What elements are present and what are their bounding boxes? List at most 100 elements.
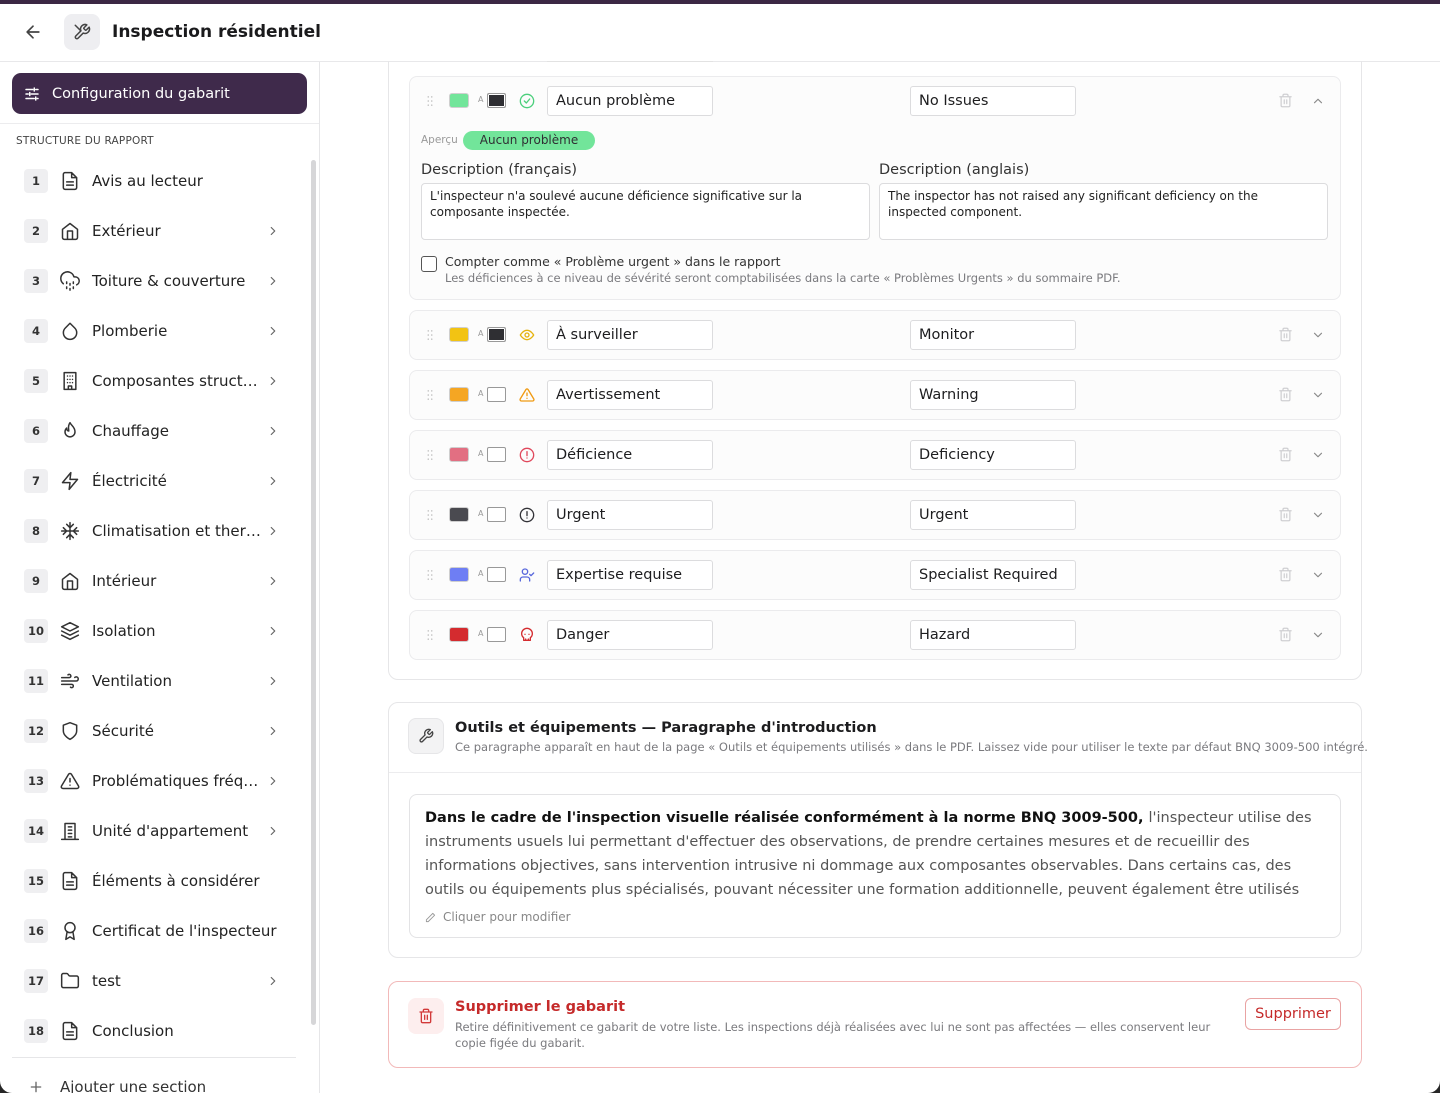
icon-shape xyxy=(1279,387,1292,402)
section-number: 6 xyxy=(24,419,48,443)
severity-color[interactable] xyxy=(449,327,469,342)
section-label[interactable]: Extérieur xyxy=(92,222,161,240)
section-label[interactable]: Certificat de l'inspecteur xyxy=(92,922,277,940)
section-label[interactable]: Climatisation et ther… xyxy=(92,522,261,540)
text-color[interactable] xyxy=(487,93,506,108)
icon-shape xyxy=(61,572,79,591)
icon-shape xyxy=(519,507,535,523)
icon-shape xyxy=(1279,507,1292,522)
section-label[interactable]: Éléments à considérer xyxy=(92,872,260,890)
severity-color[interactable] xyxy=(449,507,469,522)
icon-shape xyxy=(25,87,39,101)
section-icon xyxy=(60,673,80,689)
label-fr[interactable]: Déficience xyxy=(547,440,713,470)
tools-text-box[interactable] xyxy=(409,794,1341,938)
delete-level xyxy=(1279,507,1292,522)
icon-shape xyxy=(427,450,433,460)
urgent-checkbox[interactable] xyxy=(421,256,437,272)
text-color[interactable] xyxy=(487,447,506,462)
icon-shape xyxy=(60,621,80,641)
toggle-level xyxy=(1313,512,1323,518)
label-en[interactable]: Monitor xyxy=(910,320,1076,350)
icon-shape xyxy=(1313,572,1323,578)
section-label[interactable]: Avis au lecteur xyxy=(92,172,203,190)
label-fr[interactable]: Danger xyxy=(547,620,713,650)
template-icon-box xyxy=(64,14,100,50)
section-label[interactable]: Plomberie xyxy=(92,322,168,340)
icon-shape xyxy=(270,276,276,286)
config-label[interactable]: Configuration du gabarit xyxy=(52,86,230,102)
section-label[interactable]: Conclusion xyxy=(92,1022,174,1040)
icon-shape xyxy=(419,1008,433,1024)
label-en[interactable]: Deficiency xyxy=(910,440,1076,470)
text-color[interactable] xyxy=(487,627,506,642)
label-en[interactable]: Warning xyxy=(910,380,1076,410)
label-fr[interactable]: Aucun problème xyxy=(547,86,713,116)
text-color[interactable] xyxy=(487,507,506,522)
section-number: 11 xyxy=(24,669,48,693)
section-label[interactable]: Sécurité xyxy=(92,722,154,740)
swatch-letter: A xyxy=(478,509,484,518)
section-chevron xyxy=(270,226,276,236)
section-label[interactable]: Électricité xyxy=(92,472,167,490)
edit-link[interactable]: Cliquer pour modifier xyxy=(443,910,571,924)
description-fr[interactable]: L'inspecteur n'a soulevé aucune déficien… xyxy=(421,183,870,240)
section-label[interactable]: Ventilation xyxy=(92,672,172,690)
icon-shape xyxy=(521,627,533,641)
section-icon xyxy=(61,471,79,491)
text-color[interactable] xyxy=(487,567,506,582)
section-chevron xyxy=(270,826,276,836)
severity-icon xyxy=(519,447,535,463)
severity-color[interactable] xyxy=(449,567,469,582)
label-en[interactable]: Urgent xyxy=(910,500,1076,530)
icon-shape xyxy=(74,23,91,40)
icon-shape xyxy=(62,1021,78,1041)
delete-button[interactable]: Supprimer xyxy=(1245,998,1341,1030)
label-fr[interactable]: À surveiller xyxy=(547,320,713,350)
severity-color[interactable] xyxy=(449,627,469,642)
tools-icon-box xyxy=(408,718,444,754)
severity-color[interactable] xyxy=(449,447,469,462)
config-button[interactable] xyxy=(12,73,307,114)
section-chevron xyxy=(270,626,276,636)
section-label[interactable]: Composantes struct… xyxy=(92,372,258,390)
section-label[interactable]: Intérieur xyxy=(92,572,157,590)
section-label[interactable]: Isolation xyxy=(92,622,156,640)
label-en[interactable]: No Issues xyxy=(910,86,1076,116)
icon-shape xyxy=(1279,447,1292,462)
label-en[interactable]: Specialist Required xyxy=(910,560,1076,590)
icon-shape xyxy=(1313,452,1323,458)
description-en[interactable]: The inspector has not raised any signifi… xyxy=(879,183,1328,240)
delete-title: Supprimer le gabarit xyxy=(455,999,626,1015)
text-color[interactable] xyxy=(487,327,506,342)
section-number: 9 xyxy=(24,569,48,593)
section-number: 14 xyxy=(24,819,48,843)
icon-shape xyxy=(425,912,436,923)
icon-shape xyxy=(62,322,78,341)
text-color[interactable] xyxy=(487,387,506,402)
add-section[interactable]: Ajouter une section xyxy=(60,1078,207,1093)
icon-shape xyxy=(1279,93,1292,108)
severity-color[interactable] xyxy=(449,93,469,108)
section-label[interactable]: Toiture & couverture xyxy=(92,272,246,290)
label-en[interactable]: Hazard xyxy=(910,620,1076,650)
section-label[interactable]: Problématiques fréq… xyxy=(92,772,259,790)
section-label[interactable]: test xyxy=(92,972,121,990)
sidebar-scrollbar xyxy=(311,160,316,1025)
preview-label: Aperçu xyxy=(421,134,458,146)
label-fr[interactable]: Urgent xyxy=(547,500,713,530)
icon-shape xyxy=(62,171,78,191)
section-number: 10 xyxy=(24,619,48,643)
label-fr[interactable]: Expertise requise xyxy=(547,560,713,590)
icon-shape xyxy=(419,728,434,743)
section-label[interactable]: Unité d'appartement xyxy=(92,822,249,840)
delete-level xyxy=(1279,627,1292,642)
severity-color[interactable] xyxy=(449,387,469,402)
label-fr[interactable]: Avertissement xyxy=(547,380,713,410)
section-number: 2 xyxy=(24,219,48,243)
drag-handle xyxy=(427,390,433,400)
section-number: 1 xyxy=(24,169,48,193)
section-label[interactable]: Chauffage xyxy=(92,422,169,440)
severity-card xyxy=(388,4,1362,680)
icon-shape xyxy=(427,570,433,580)
